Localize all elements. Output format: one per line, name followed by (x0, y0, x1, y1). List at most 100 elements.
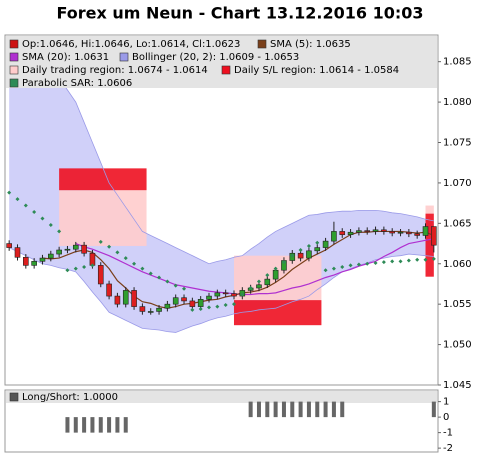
sar-dot (281, 260, 286, 265)
sar-dot (248, 286, 253, 291)
sar-dot (298, 248, 303, 253)
candle-body (156, 307, 162, 312)
candle-body (81, 244, 87, 254)
bar (431, 401, 436, 418)
sar-dot (290, 253, 295, 258)
candle-body (56, 249, 62, 255)
y-tick-label: 1.085 (443, 57, 472, 68)
candle-body (114, 295, 121, 305)
bar (281, 401, 286, 418)
bar (323, 401, 328, 418)
bar (107, 417, 112, 433)
y-tick-label: 1.075 (443, 138, 472, 149)
sar-dot (398, 259, 403, 264)
candle-body (381, 229, 387, 232)
candle-body (97, 265, 104, 285)
sar-dot (431, 256, 436, 261)
sar-dot (148, 271, 153, 276)
sar-dot (65, 268, 70, 273)
candle-body (314, 247, 321, 252)
legend-swatch (9, 78, 19, 88)
bar (73, 417, 78, 433)
bar (290, 401, 295, 418)
candle-body (297, 252, 304, 259)
sar-dot (140, 266, 145, 271)
bar (331, 401, 336, 418)
sar-dot (123, 256, 128, 261)
candle-body (122, 290, 129, 305)
sar-dot (340, 264, 345, 269)
bar (248, 401, 253, 418)
sar-dot (32, 210, 37, 215)
y-tick-label: -2 (443, 443, 453, 454)
candle-body (422, 226, 429, 236)
y-tick-label: -1 (443, 428, 453, 439)
y-tick-label: 1.050 (443, 340, 472, 351)
bar (340, 401, 345, 418)
sar-dot (223, 302, 228, 307)
sar-dot (57, 229, 62, 234)
bar (265, 401, 270, 418)
legend-label: Bollinger (20, 2): 1.0609 - 1.0653 (132, 52, 299, 63)
sma5-line (42, 230, 435, 309)
candle-body (39, 257, 46, 262)
candle-body (64, 248, 71, 251)
sar-dot (157, 275, 162, 280)
sar-dot (356, 262, 361, 267)
candle-body (264, 278, 271, 286)
sar-dot (82, 264, 87, 269)
sar-dot (390, 259, 395, 264)
candle-body (6, 243, 12, 248)
sar-dot (373, 260, 378, 265)
y-tick-label: 1.060 (443, 259, 472, 270)
sar-dot (23, 203, 28, 208)
sar-dot (273, 266, 278, 271)
candle-body (222, 292, 229, 295)
candle-body (139, 306, 146, 312)
y-tick-label: 1 (443, 397, 449, 408)
sar-dot (198, 307, 203, 312)
candle-body (414, 233, 420, 236)
trading-region (59, 190, 147, 246)
sar-dot (132, 261, 137, 266)
legend-swatch (9, 392, 19, 402)
bar (65, 417, 70, 433)
legend-swatch (9, 39, 19, 49)
candle-body (431, 226, 437, 246)
y-tick-label: 1.080 (443, 97, 472, 108)
candle-body (14, 247, 21, 258)
sar-dot (15, 197, 20, 202)
sar-dot (182, 286, 187, 291)
sar-dot (381, 260, 386, 265)
bar (256, 401, 261, 418)
legend-swatch (221, 65, 231, 75)
sma20-line (75, 238, 434, 296)
sl-region (233, 300, 322, 326)
sar-dot (215, 304, 220, 309)
legend-swatch (9, 65, 19, 75)
sar-dot (190, 307, 195, 312)
y-tick-label: 1.045 (443, 380, 472, 391)
candle-body (306, 250, 312, 259)
candle-body (372, 229, 379, 232)
sar-dot (48, 222, 53, 227)
trading-region (425, 205, 434, 214)
bollinger-band (9, 53, 434, 333)
y-tick-label: 1.070 (443, 178, 472, 189)
sar-dot (165, 279, 170, 284)
sar-dot (365, 261, 370, 266)
legend-label: Daily trading region: 1.0674 - 1.0614 (22, 65, 208, 76)
bar (306, 401, 311, 418)
sar-dot (90, 263, 95, 268)
legend-box (6, 36, 437, 88)
candle-body (106, 283, 112, 297)
candle-body (231, 293, 237, 297)
candle-body (189, 300, 196, 307)
sl-region (425, 213, 434, 277)
legend-swatch (119, 52, 129, 62)
legend-label: Parabolic SAR: 1.0606 (22, 78, 132, 89)
candle-body (72, 244, 79, 250)
sar-dot (323, 268, 328, 273)
bar (82, 417, 87, 433)
